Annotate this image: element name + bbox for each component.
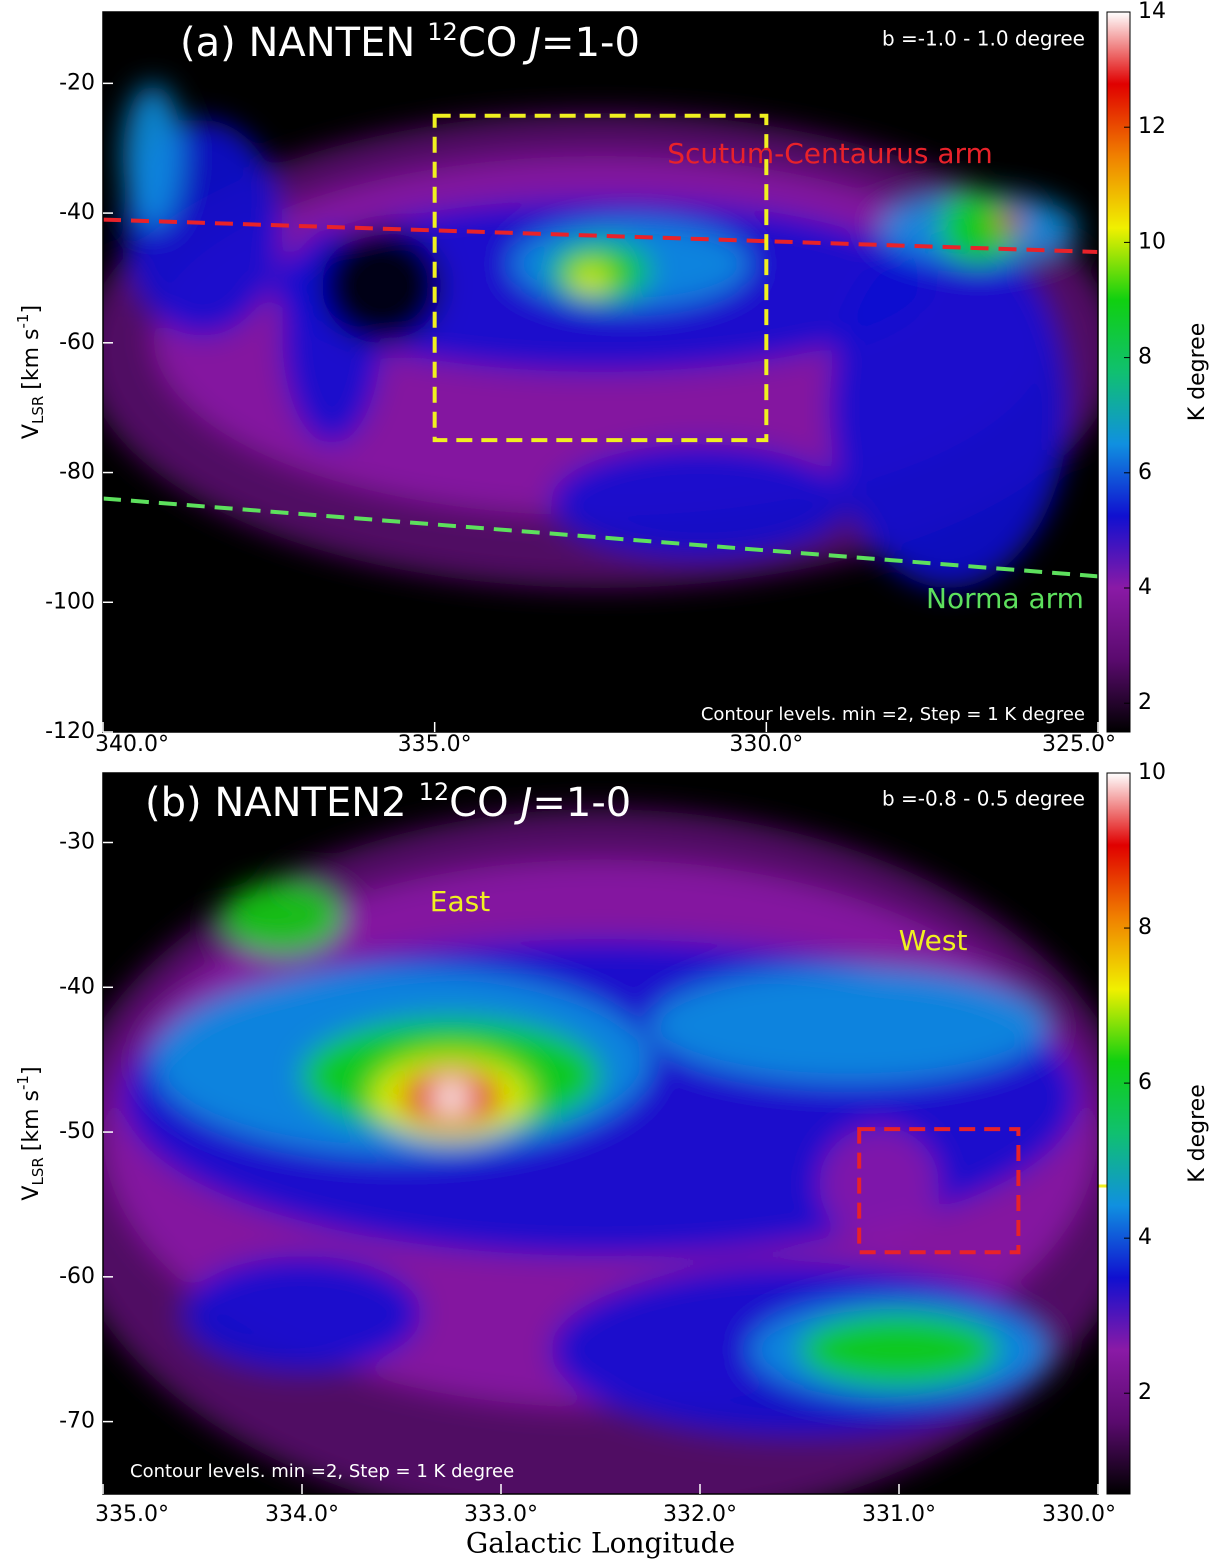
y-tick-label: -60 bbox=[59, 1264, 95, 1289]
emission-blob bbox=[650, 967, 1049, 1084]
y-tick-label: -30 bbox=[59, 829, 95, 854]
title-part: 12 bbox=[427, 18, 458, 46]
emission-blobs bbox=[103, 809, 1098, 1494]
emission-blob bbox=[122, 84, 183, 228]
x-tick-label: 335.0° bbox=[398, 732, 472, 757]
emission-blobs bbox=[103, 84, 1098, 588]
emission-blob bbox=[431, 1079, 472, 1116]
emission-blob bbox=[570, 264, 611, 293]
x-tick-label: 330.0° bbox=[729, 732, 803, 757]
region-label: West bbox=[899, 924, 968, 957]
colorbar bbox=[1106, 772, 1131, 1495]
x-tick-label: 325.0° bbox=[1042, 732, 1116, 757]
title-part: CO bbox=[449, 780, 508, 826]
emission-map bbox=[103, 809, 1098, 1494]
colorbar-label: K degree bbox=[1185, 1084, 1210, 1183]
y-tick-label: -70 bbox=[59, 1409, 95, 1434]
emission-blob bbox=[996, 206, 1021, 236]
colorbar-tick-label: 8 bbox=[1138, 345, 1152, 370]
colorbar-label: K degree bbox=[1185, 323, 1210, 422]
latitude-range: b =-1.0 - 1.0 degree bbox=[882, 27, 1085, 51]
label-part: [km s bbox=[19, 328, 44, 389]
region-label: East bbox=[430, 885, 490, 918]
colorbar-tick-label: 6 bbox=[1138, 460, 1152, 485]
contour-note: Contour levels. min =2, Step = 1 K degre… bbox=[701, 704, 1085, 725]
emission-blob bbox=[550, 444, 850, 560]
colorbar-tick-label: 4 bbox=[1138, 575, 1152, 600]
label-part: -1 bbox=[14, 1075, 32, 1090]
region-box bbox=[432, 113, 769, 443]
y-tick-label: -80 bbox=[59, 460, 95, 485]
label-part: -1 bbox=[14, 314, 32, 329]
x-tick-label: 334.0° bbox=[265, 1502, 339, 1527]
y-tick-label: -50 bbox=[59, 1119, 95, 1144]
colorbar-tick-label: 4 bbox=[1138, 1225, 1152, 1250]
x-tick-label: 332.0° bbox=[663, 1502, 737, 1527]
title-part: =1-0 bbox=[532, 780, 631, 826]
region-label: Scutum-Centaurus arm bbox=[667, 137, 993, 170]
latitude-range: b =-0.8 - 0.5 degree bbox=[882, 787, 1085, 811]
emission-blob bbox=[222, 881, 342, 954]
label-part: ] bbox=[19, 1066, 44, 1075]
x-tick-label: 335.0° bbox=[95, 1502, 169, 1527]
y-tick-label: -60 bbox=[59, 330, 95, 355]
colorbar-tick-label: 2 bbox=[1138, 690, 1152, 715]
y-tick-label: -20 bbox=[59, 70, 95, 95]
x-axis-label: Galactic Longitude bbox=[466, 1527, 735, 1560]
panel-title: (a) NANTEN 12CO J=1-0 bbox=[180, 18, 640, 66]
x-tick-label: 330.0° bbox=[1042, 1502, 1116, 1527]
label-part: ] bbox=[19, 305, 44, 314]
emission-blob bbox=[321, 228, 442, 344]
title-part: (a) NANTEN bbox=[180, 20, 415, 66]
emission-blob bbox=[182, 1256, 422, 1372]
y-tick-label: -40 bbox=[59, 974, 95, 999]
plot-frame bbox=[102, 772, 1099, 1495]
x-tick-label: 340.0° bbox=[95, 732, 169, 757]
arm-guide bbox=[103, 217, 1098, 254]
colorbar-tick-label: 2 bbox=[1138, 1380, 1152, 1405]
colorbar-tick-label: 14 bbox=[1138, 0, 1166, 24]
colorbar-tick-label: 8 bbox=[1138, 915, 1152, 940]
emission-blob bbox=[819, 1126, 939, 1242]
colorbar-tick-label: 6 bbox=[1138, 1070, 1152, 1095]
region-box bbox=[857, 1127, 1021, 1255]
label-part: LSR bbox=[29, 396, 47, 424]
y-tick-label: -100 bbox=[45, 589, 95, 614]
x-tick-label: 331.0° bbox=[862, 1502, 936, 1527]
emission-map bbox=[103, 84, 1098, 588]
label-part: V bbox=[19, 1186, 44, 1201]
contour-note: Contour levels. min =2, Step = 1 K degre… bbox=[130, 1461, 514, 1482]
y-tick-label: -120 bbox=[45, 719, 95, 744]
panel-title: (b) NANTEN2 12CO J=1-0 bbox=[145, 778, 631, 826]
colorbar-tick-label: 10 bbox=[1138, 760, 1166, 785]
colorbar-tick-label: 12 bbox=[1138, 114, 1166, 139]
label-part: V bbox=[19, 424, 44, 439]
y-axis-label: VLSR [km s-1] bbox=[14, 305, 47, 439]
region-label: Norma arm bbox=[926, 582, 1084, 615]
y-tick-label: -40 bbox=[59, 200, 95, 225]
colorbar-tick-label: 10 bbox=[1138, 229, 1166, 254]
emission-blob bbox=[799, 1313, 999, 1386]
label-part: [km s bbox=[19, 1090, 44, 1151]
colorbar bbox=[1106, 11, 1131, 733]
title-part: 12 bbox=[419, 778, 450, 806]
title-part: (b) NANTEN2 bbox=[145, 780, 407, 826]
title-part: CO bbox=[458, 20, 517, 66]
title-part: =1-0 bbox=[541, 20, 640, 66]
x-tick-label: 333.0° bbox=[464, 1502, 538, 1527]
plot-frame bbox=[102, 11, 1099, 733]
y-axis-label: VLSR [km s-1] bbox=[14, 1066, 47, 1200]
label-part: LSR bbox=[29, 1157, 47, 1185]
emission-blob bbox=[829, 228, 1069, 588]
